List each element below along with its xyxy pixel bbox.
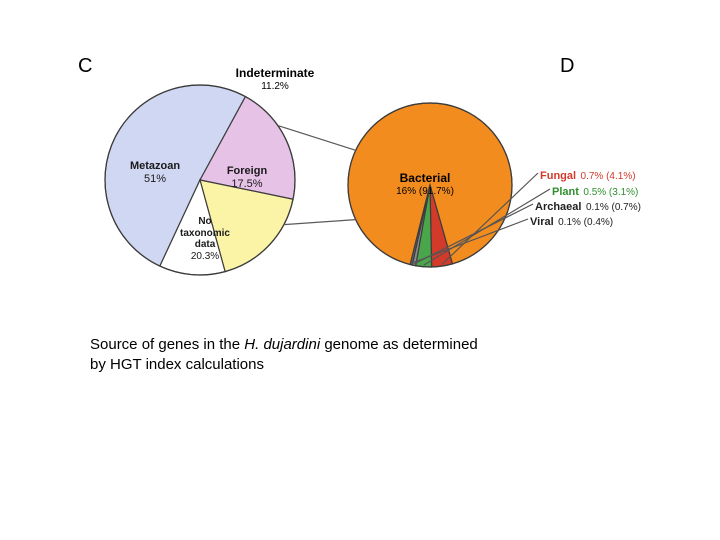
- indeterminate-outside-label: Indeterminate 11.2%: [215, 67, 335, 92]
- no-tax-label: No taxonomic data 20.3%: [165, 216, 245, 262]
- caption-l2: by HGT index calculations: [90, 356, 264, 373]
- metazoan-label: Metazoan 51%: [115, 160, 195, 185]
- viral-callout: Viral 0.1% (0.4%): [530, 212, 613, 230]
- pie-charts-svg: [0, 0, 720, 540]
- fungal-callout: Fungal 0.7% (4.1%): [540, 166, 636, 184]
- indeterminate-text: Indeterminate: [215, 67, 335, 81]
- caption-l1-post: genome as determined: [320, 336, 478, 353]
- indeterminate-pct: 11.2%: [215, 81, 335, 93]
- caption-l1-pre: Source of genes in the: [90, 336, 244, 353]
- bacterial-label: Bacterial 16% (91.7%): [380, 172, 470, 197]
- figure-caption: Source of genes in the H. dujardini geno…: [90, 335, 590, 376]
- foreign-label: Foreign 17.5%: [212, 165, 282, 190]
- caption-l1-ital: H. dujardini: [244, 336, 320, 353]
